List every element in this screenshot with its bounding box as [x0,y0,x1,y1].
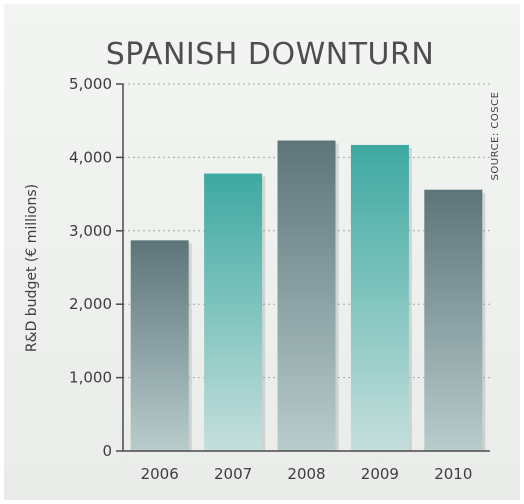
chart-title: SPANISH DOWNTURN [106,37,435,72]
x-tick-label: 2006 [141,465,179,483]
y-axis-label: R&D budget (€ millions) [24,184,40,352]
y-tick-label: 0 [102,442,112,460]
bar-chart: SPANISH DOWNTURN R&D budget (€ millions)… [24,37,501,483]
y-tick-label: 1,000 [69,369,112,387]
bar-2008 [277,140,336,451]
bar-2007 [204,173,263,451]
y-tick-label: 3,000 [69,222,112,240]
y-tick-label: 5,000 [69,75,112,93]
y-tick-label: 2,000 [69,295,112,313]
x-tick-label: 2009 [361,465,399,483]
axes [116,83,490,452]
bar-2006 [130,240,189,451]
source-note: SOURCE: COSCE [490,92,501,181]
y-tick-label: 4,000 [69,148,112,166]
bar-2009 [350,144,409,451]
chart-panel: SPANISH DOWNTURN R&D budget (€ millions)… [4,4,520,500]
tick-labels: 0 1,000 2,000 3,000 4,000 5,000 2006 2007 2008 20… [69,75,472,483]
bars [130,140,486,452]
bar-2010 [424,189,483,452]
x-tick-label: 2010 [434,465,472,483]
x-tick-label: 2008 [287,465,325,483]
x-tick-label: 2007 [214,465,252,483]
